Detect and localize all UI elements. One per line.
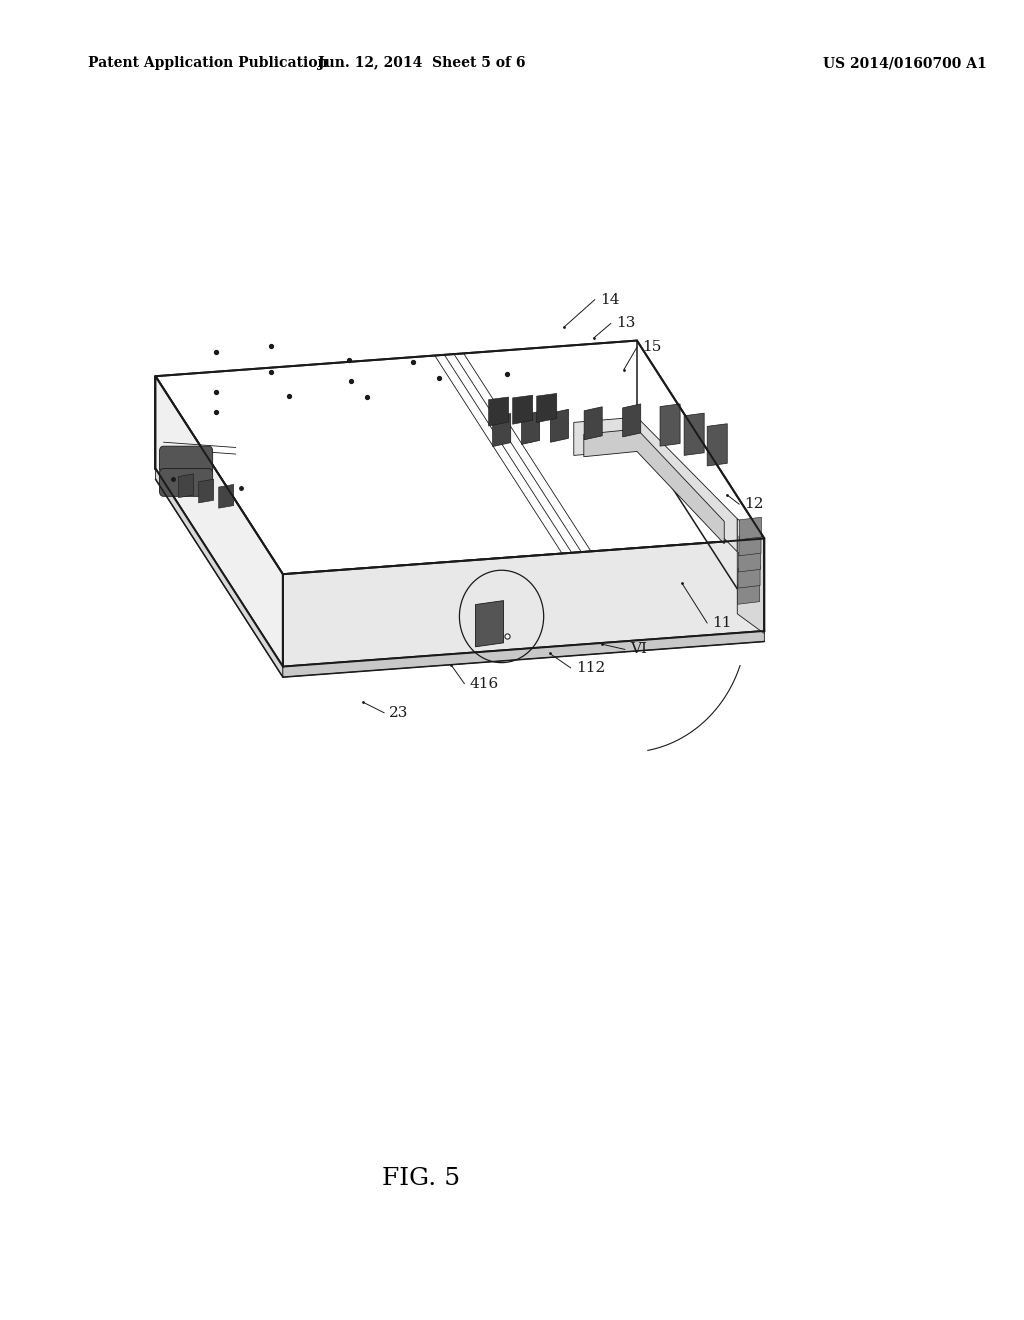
Polygon shape: [156, 376, 283, 667]
Polygon shape: [488, 397, 509, 426]
Polygon shape: [283, 631, 764, 677]
Polygon shape: [537, 393, 557, 422]
Polygon shape: [219, 484, 233, 508]
Polygon shape: [738, 566, 760, 589]
Polygon shape: [623, 404, 641, 437]
Text: 15: 15: [642, 341, 662, 354]
Text: FIG. 5: FIG. 5: [382, 1167, 461, 1191]
Text: 23: 23: [389, 706, 409, 719]
Polygon shape: [737, 582, 760, 605]
Text: 416: 416: [469, 677, 499, 690]
Polygon shape: [737, 519, 764, 634]
Polygon shape: [283, 539, 764, 667]
Polygon shape: [551, 409, 568, 442]
FancyBboxPatch shape: [160, 446, 213, 474]
Text: VI: VI: [630, 643, 647, 656]
Polygon shape: [178, 474, 194, 498]
Polygon shape: [199, 479, 214, 503]
Text: 11: 11: [713, 616, 732, 630]
Polygon shape: [738, 549, 761, 572]
Polygon shape: [521, 412, 540, 445]
Text: Patent Application Publication: Patent Application Publication: [88, 57, 328, 70]
Text: Jun. 12, 2014  Sheet 5 of 6: Jun. 12, 2014 Sheet 5 of 6: [317, 57, 525, 70]
Polygon shape: [156, 469, 283, 677]
Polygon shape: [475, 601, 504, 647]
Text: 14: 14: [600, 293, 620, 306]
Text: US 2014/0160700 A1: US 2014/0160700 A1: [822, 57, 986, 70]
Polygon shape: [739, 517, 762, 540]
Polygon shape: [156, 341, 764, 574]
Polygon shape: [513, 395, 532, 424]
Polygon shape: [493, 413, 511, 446]
Polygon shape: [584, 429, 724, 544]
Text: 12: 12: [744, 498, 764, 511]
Polygon shape: [573, 417, 737, 552]
Text: 13: 13: [615, 317, 635, 330]
Polygon shape: [708, 424, 727, 466]
Text: 112: 112: [575, 661, 605, 675]
Polygon shape: [739, 533, 761, 556]
Polygon shape: [684, 413, 705, 455]
FancyBboxPatch shape: [160, 469, 213, 496]
Polygon shape: [584, 407, 602, 440]
Polygon shape: [660, 404, 680, 446]
